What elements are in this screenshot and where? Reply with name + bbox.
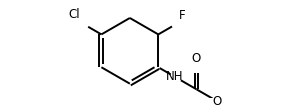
Text: O: O <box>213 95 222 108</box>
Text: F: F <box>179 9 185 22</box>
Text: Cl: Cl <box>68 8 80 21</box>
Text: NH: NH <box>166 70 184 83</box>
Text: O: O <box>192 52 201 65</box>
